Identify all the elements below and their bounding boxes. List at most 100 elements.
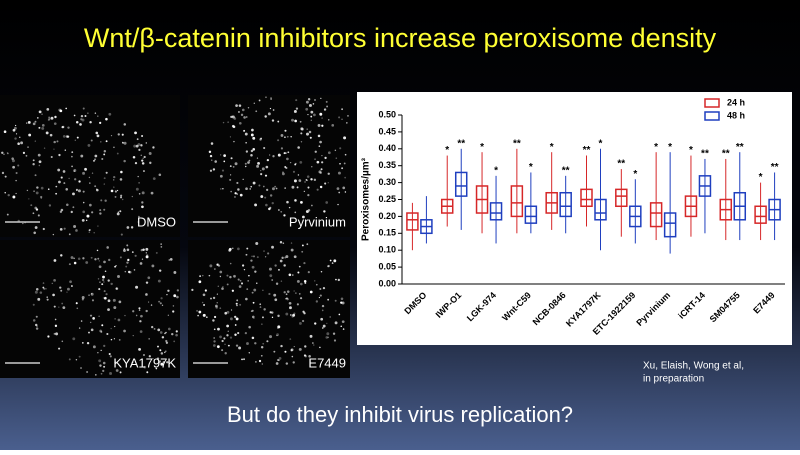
texture-dot [301,244,304,247]
texture-dot [293,109,297,113]
texture-dot [340,325,343,327]
texture-dot [72,206,75,209]
texture-dot [231,289,234,292]
texture-dot [307,208,311,212]
texture-dot [89,203,92,207]
texture-dot [289,161,292,164]
texture-dot [315,283,318,286]
texture-dot [297,174,300,176]
texture-dot [296,186,299,189]
texture-dot [97,257,100,260]
texture-dot [88,231,91,233]
texture-dot [243,358,245,361]
texture-dot [73,261,77,265]
texture-dot [36,325,38,328]
texture-dot [6,152,9,154]
texture-dot [121,133,124,136]
texture-dot [78,355,81,358]
box [754,205,767,224]
texture-dot [38,164,41,167]
texture-dot [213,268,216,270]
texture-dot [313,113,316,117]
texture-dot [320,317,324,321]
texture-dot [300,200,303,204]
texture-dot [321,154,323,157]
texture-dot [86,370,89,374]
texture-dot [262,342,265,345]
texture-dot [33,231,36,235]
texture-dot [260,345,264,349]
texture-dot [298,347,302,351]
texture-dot [326,332,330,336]
texture-dot [26,122,28,124]
texture-dot [316,160,320,164]
texture-dot [267,252,270,255]
texture-dot [232,165,235,168]
texture-dot [286,157,289,161]
texture-dot [14,137,17,140]
texture-dot [271,245,274,249]
texture-dot [268,207,271,211]
texture-dot [105,140,108,143]
texture-dot [331,123,335,127]
box [663,212,677,238]
texture-dot [91,211,94,214]
image-label: DMSO [137,214,176,229]
texture-dot [102,369,105,372]
texture-dot [116,212,120,216]
texture-dot [328,119,330,121]
texture-dot [234,162,238,166]
texture-dot [123,123,127,126]
texture-dot [74,178,77,181]
texture-dot [277,139,280,142]
texture-dot [76,189,78,192]
texture-dot [219,270,223,274]
texture-dot [280,147,284,150]
texture-dot [97,115,99,117]
texture-dot [94,258,97,261]
texture-dot [280,280,283,282]
texture-dot [221,169,225,172]
texture-dot [100,199,103,202]
texture-dot [224,311,228,315]
texture-dot [226,283,229,286]
texture-dot [210,297,212,300]
texture-dot [168,259,171,261]
texture-dot [140,314,143,318]
texture-dot [80,367,82,369]
texture-dot [86,341,90,345]
texture-dot [138,307,141,310]
texture-dot [310,119,312,122]
texture-dot [47,335,50,338]
texture-dot [94,185,97,188]
texture-dot [132,310,135,313]
texture-dot [265,96,267,98]
texture-dot [98,265,102,269]
texture-dot [80,320,83,322]
texture-dot [219,275,222,278]
texture-dot [210,142,214,145]
texture-dot [65,107,68,110]
texture-dot [116,189,119,192]
texture-dot [165,350,167,353]
texture-dot [53,122,57,125]
texture-dot [241,264,245,267]
texture-dot [247,279,250,282]
texture-dot [138,309,141,311]
texture-dot [159,331,163,334]
texture-dot [252,181,256,185]
texture-dot [117,318,121,322]
texture-dot [60,208,64,212]
significance: * [633,169,637,180]
texture-dot [150,304,153,306]
texture-dot [158,300,161,303]
y-tick-label: 0.05 [378,261,396,271]
texture-dot [231,115,235,119]
texture-dot [99,281,101,283]
texture-dot [276,334,278,337]
texture-dot [108,112,112,116]
texture-dot [60,254,63,257]
texture-dot [254,342,257,345]
texture-dot [74,139,76,141]
texture-dot [173,340,176,343]
